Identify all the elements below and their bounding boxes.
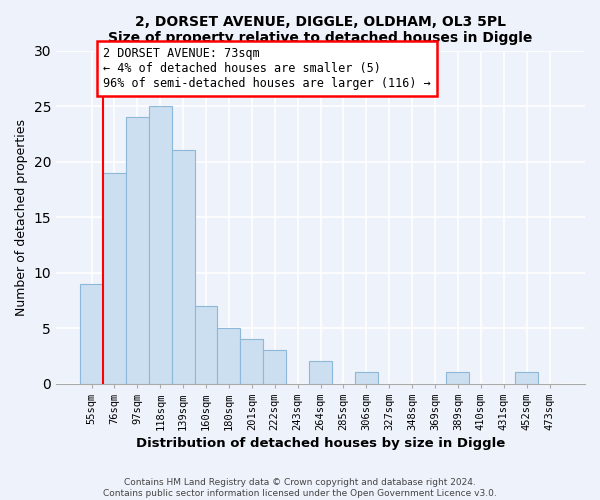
Title: 2, DORSET AVENUE, DIGGLE, OLDHAM, OL3 5PL
Size of property relative to detached : 2, DORSET AVENUE, DIGGLE, OLDHAM, OL3 5P… xyxy=(109,15,533,45)
Bar xyxy=(309,362,332,384)
Bar xyxy=(515,372,538,384)
Bar xyxy=(217,328,241,384)
Bar xyxy=(194,306,217,384)
Bar xyxy=(263,350,286,384)
Bar xyxy=(80,284,103,384)
Bar xyxy=(149,106,172,384)
Bar xyxy=(355,372,378,384)
Text: Contains HM Land Registry data © Crown copyright and database right 2024.
Contai: Contains HM Land Registry data © Crown c… xyxy=(103,478,497,498)
Text: 2 DORSET AVENUE: 73sqm
← 4% of detached houses are smaller (5)
96% of semi-detac: 2 DORSET AVENUE: 73sqm ← 4% of detached … xyxy=(103,47,431,90)
Y-axis label: Number of detached properties: Number of detached properties xyxy=(15,118,28,316)
Bar xyxy=(126,117,149,384)
Bar xyxy=(172,150,194,384)
Bar xyxy=(241,339,263,384)
Bar xyxy=(103,172,126,384)
X-axis label: Distribution of detached houses by size in Diggle: Distribution of detached houses by size … xyxy=(136,437,505,450)
Bar xyxy=(446,372,469,384)
